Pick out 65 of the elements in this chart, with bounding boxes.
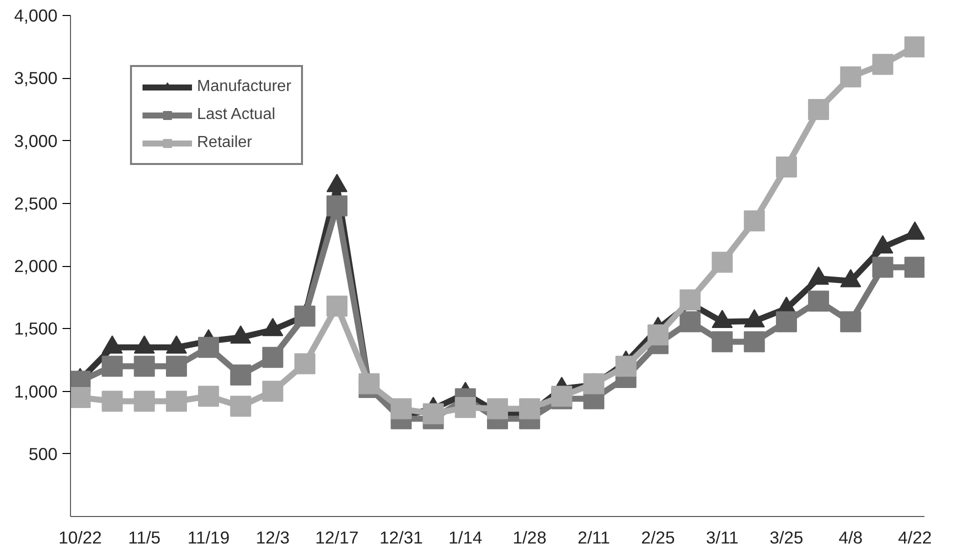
point (840, 66, 862, 88)
x-tick-label: 11/19 (188, 528, 230, 548)
x-tick-label: 2/11 (578, 528, 610, 548)
point (808, 98, 830, 120)
point (680, 289, 701, 310)
point (712, 331, 733, 352)
y-tick-label: 4,000 (14, 6, 58, 26)
point (840, 311, 862, 332)
x-tick-label: 2/25 (641, 528, 675, 548)
point (198, 336, 220, 358)
point (294, 353, 316, 374)
point (230, 364, 252, 386)
point (198, 386, 220, 407)
point (583, 373, 604, 394)
point (648, 324, 669, 346)
x-tick-label: 3/11 (706, 528, 738, 548)
point (744, 210, 765, 232)
point (776, 311, 797, 332)
point (166, 356, 187, 377)
x-tick-label: 12/3 (256, 528, 290, 548)
x-tick-label: 1/28 (512, 528, 546, 548)
point (262, 346, 284, 368)
point (904, 256, 924, 278)
point (422, 403, 444, 424)
y-tick-label: 500 (28, 444, 58, 464)
x-tick-label: 10/22 (58, 528, 102, 548)
x-tick-label: 12/31 (380, 528, 423, 548)
point (680, 311, 701, 332)
y-tick-label: 1,500 (14, 318, 58, 339)
legend-label: Manufacturer (197, 78, 292, 96)
point (454, 397, 476, 418)
point (776, 156, 797, 178)
legend-label: Last Actual (197, 106, 276, 124)
point (326, 296, 348, 317)
point (294, 306, 316, 327)
x-tick-label: 12/17 (315, 528, 359, 548)
point (808, 290, 830, 312)
point (70, 387, 91, 408)
point (134, 390, 155, 412)
legend-label: Retailer (197, 134, 252, 152)
y-tick-label: 2,500 (14, 193, 58, 214)
y-tick-label: 1,000 (14, 381, 58, 402)
point (166, 390, 187, 412)
point (102, 356, 123, 377)
y-tick-label: 2,000 (14, 256, 58, 276)
y-tick-label: 3,000 (14, 130, 58, 151)
point (487, 398, 508, 420)
point (519, 398, 540, 420)
x-tick-label: 4/22 (898, 528, 932, 548)
point (712, 252, 733, 273)
y-tick-label: 3,500 (14, 68, 58, 88)
x-tick-label: 4/8 (838, 528, 863, 548)
point (872, 256, 894, 278)
point (102, 390, 123, 412)
point (744, 331, 765, 352)
x-tick-label: 11/5 (128, 528, 161, 548)
point (262, 380, 284, 402)
x-tick-label: 3/25 (770, 528, 804, 548)
point (326, 195, 348, 216)
point (904, 36, 924, 58)
x-tick-label: 1/14 (448, 528, 483, 548)
point (872, 54, 894, 75)
point (390, 398, 412, 420)
point (230, 396, 252, 417)
point (134, 356, 155, 377)
